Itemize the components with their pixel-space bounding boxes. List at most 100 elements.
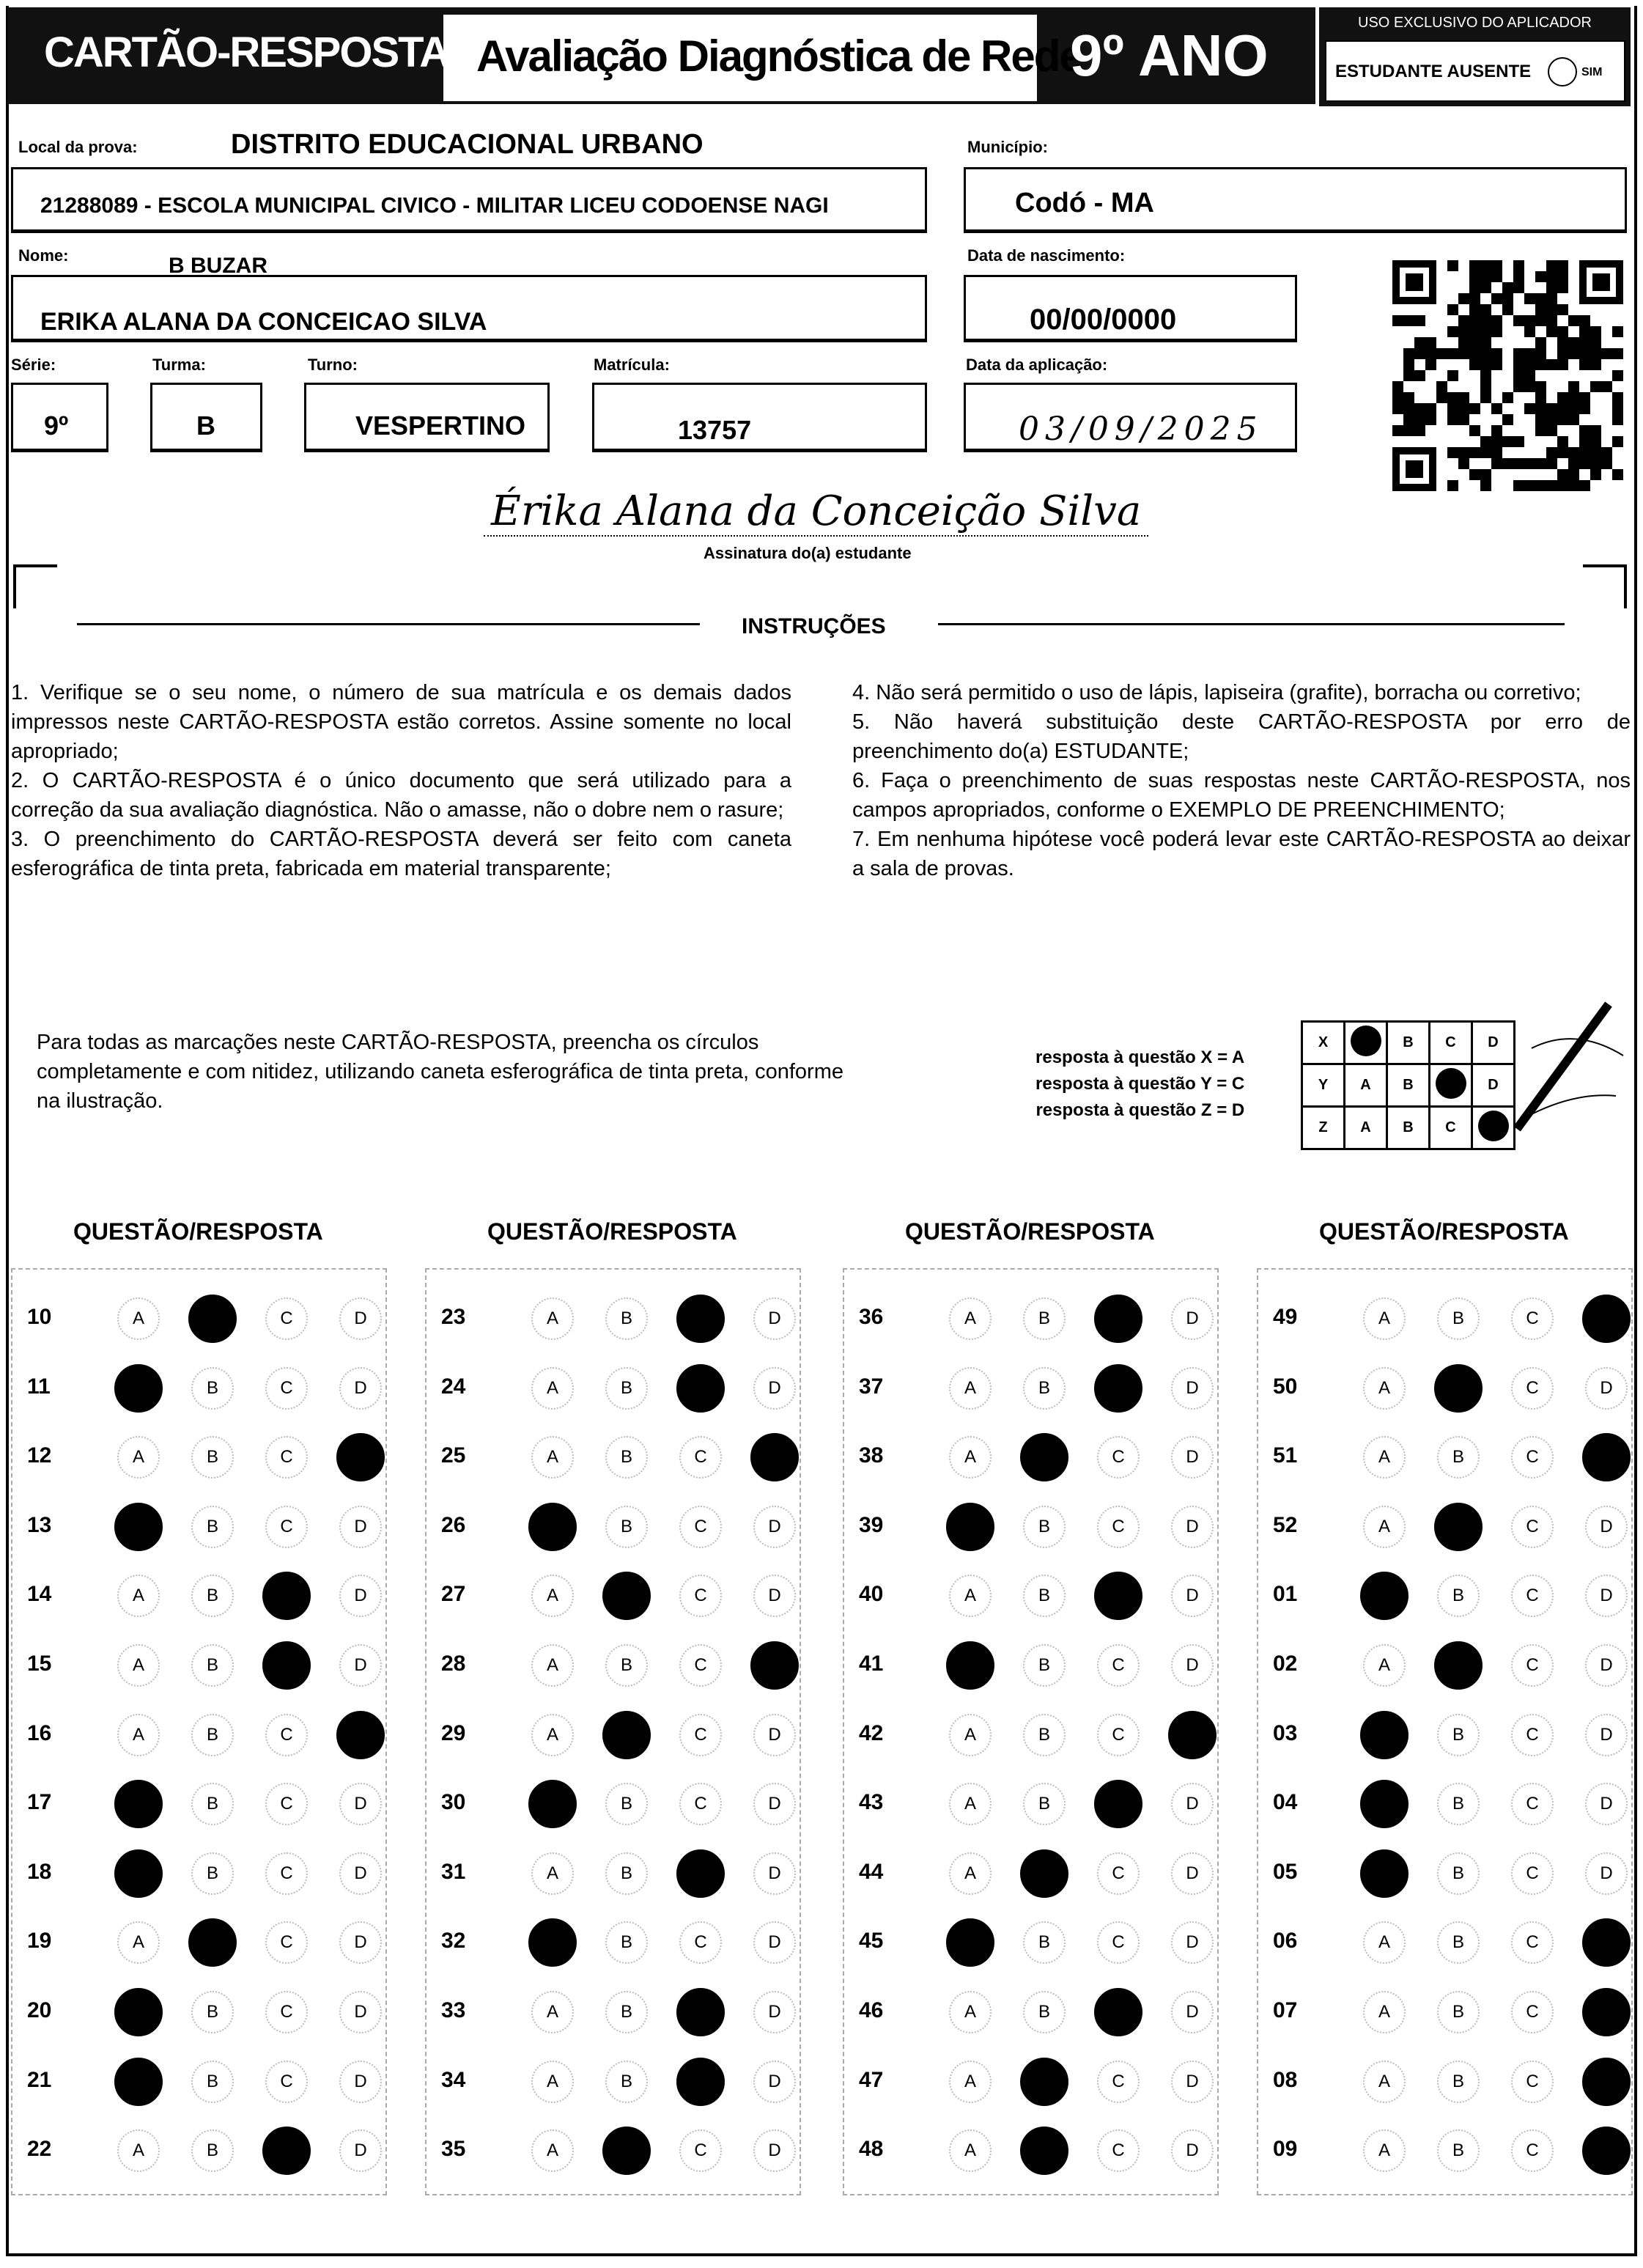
answer-bubble-25-C[interactable]: C [679, 1436, 722, 1479]
answer-bubble-17-D[interactable]: D [339, 1783, 382, 1826]
answer-bubble-16-B[interactable]: B [191, 1713, 234, 1756]
answer-bubble-09-B[interactable]: B [1437, 2129, 1480, 2173]
answer-bubble-26-D[interactable]: D [753, 1505, 796, 1548]
answer-bubble-33-A[interactable]: A [531, 1991, 574, 2033]
answer-bubble-22-A[interactable]: A [117, 2129, 160, 2173]
answer-bubble-17-A-marked[interactable] [114, 1780, 163, 1829]
answer-bubble-38-D[interactable]: D [1171, 1436, 1214, 1479]
answer-bubble-40-A[interactable]: A [949, 1575, 992, 1618]
answer-bubble-30-B[interactable]: B [605, 1783, 648, 1826]
answer-bubble-01-D[interactable]: D [1585, 1575, 1628, 1618]
answer-bubble-08-A[interactable]: A [1363, 2060, 1406, 2103]
answer-bubble-20-B[interactable]: B [191, 1991, 234, 2033]
answer-bubble-16-A[interactable]: A [117, 1713, 160, 1756]
answer-bubble-30-A-marked[interactable] [528, 1780, 577, 1829]
answer-bubble-48-A[interactable]: A [949, 2129, 992, 2173]
answer-bubble-05-B[interactable]: B [1437, 1852, 1480, 1895]
answer-bubble-24-C-marked[interactable] [676, 1363, 725, 1413]
answer-bubble-18-D[interactable]: D [339, 1852, 382, 1895]
answer-bubble-39-B[interactable]: B [1023, 1505, 1066, 1548]
answer-bubble-21-A-marked[interactable] [114, 2057, 163, 2106]
answer-bubble-47-A[interactable]: A [949, 2060, 992, 2103]
answer-bubble-31-C-marked[interactable] [676, 1849, 725, 1898]
answer-bubble-06-D-marked[interactable] [1582, 1918, 1631, 1967]
answer-bubble-33-D[interactable]: D [753, 1991, 796, 2033]
answer-bubble-31-A[interactable]: A [531, 1852, 574, 1895]
answer-bubble-31-D[interactable]: D [753, 1852, 796, 1895]
answer-bubble-25-A[interactable]: A [531, 1436, 574, 1479]
answer-bubble-19-B-marked[interactable] [188, 1918, 237, 1967]
answer-bubble-04-B[interactable]: B [1437, 1783, 1480, 1826]
answer-bubble-51-C[interactable]: C [1511, 1436, 1554, 1479]
answer-bubble-25-D-marked[interactable] [750, 1433, 799, 1482]
answer-bubble-26-A-marked[interactable] [528, 1502, 577, 1551]
answer-bubble-26-C[interactable]: C [679, 1505, 722, 1548]
answer-bubble-50-A[interactable]: A [1363, 1366, 1406, 1410]
answer-bubble-05-D[interactable]: D [1585, 1852, 1628, 1895]
answer-bubble-45-A-marked[interactable] [946, 1918, 994, 1967]
answer-bubble-35-D[interactable]: D [753, 2129, 796, 2173]
answer-bubble-11-B[interactable]: B [191, 1366, 234, 1410]
answer-bubble-44-B-marked[interactable] [1020, 1849, 1068, 1898]
answer-bubble-49-D-marked[interactable] [1582, 1295, 1631, 1343]
answer-bubble-07-B[interactable]: B [1437, 1991, 1480, 2033]
answer-bubble-35-B-marked[interactable] [602, 2127, 651, 2176]
answer-bubble-04-D[interactable]: D [1585, 1783, 1628, 1826]
answer-bubble-14-C-marked[interactable] [262, 1572, 311, 1621]
answer-bubble-20-D[interactable]: D [339, 1991, 382, 2033]
answer-bubble-03-A-marked[interactable] [1360, 1710, 1408, 1759]
answer-bubble-40-B[interactable]: B [1023, 1575, 1066, 1618]
answer-bubble-36-A[interactable]: A [949, 1297, 992, 1340]
answer-bubble-41-C[interactable]: C [1097, 1644, 1140, 1687]
answer-bubble-27-B-marked[interactable] [602, 1572, 651, 1621]
answer-bubble-34-D[interactable]: D [753, 2060, 796, 2103]
answer-bubble-37-D[interactable]: D [1171, 1366, 1214, 1410]
answer-bubble-46-A[interactable]: A [949, 1991, 992, 2033]
answer-bubble-50-C[interactable]: C [1511, 1366, 1554, 1410]
answer-bubble-05-C[interactable]: C [1511, 1852, 1554, 1895]
answer-bubble-29-B-marked[interactable] [602, 1710, 651, 1759]
answer-bubble-08-C[interactable]: C [1511, 2060, 1554, 2103]
answer-bubble-51-A[interactable]: A [1363, 1436, 1406, 1479]
answer-bubble-50-B-marked[interactable] [1434, 1363, 1483, 1413]
answer-bubble-13-C[interactable]: C [265, 1505, 308, 1548]
answer-bubble-33-B[interactable]: B [605, 1991, 648, 2033]
answer-bubble-02-D[interactable]: D [1585, 1644, 1628, 1687]
answer-bubble-13-D[interactable]: D [339, 1505, 382, 1548]
answer-bubble-07-A[interactable]: A [1363, 1991, 1406, 2033]
answer-bubble-16-D-marked[interactable] [336, 1710, 385, 1759]
answer-bubble-30-D[interactable]: D [753, 1783, 796, 1826]
answer-bubble-45-B[interactable]: B [1023, 1921, 1066, 1965]
answer-bubble-47-C[interactable]: C [1097, 2060, 1140, 2103]
answer-bubble-45-D[interactable]: D [1171, 1921, 1214, 1965]
absent-bubble[interactable] [1548, 57, 1577, 86]
answer-bubble-17-B[interactable]: B [191, 1783, 234, 1826]
answer-bubble-10-D[interactable]: D [339, 1297, 382, 1340]
answer-bubble-08-B[interactable]: B [1437, 2060, 1480, 2103]
answer-bubble-28-C[interactable]: C [679, 1644, 722, 1687]
answer-bubble-09-D-marked[interactable] [1582, 2127, 1631, 2176]
answer-bubble-02-C[interactable]: C [1511, 1644, 1554, 1687]
answer-bubble-06-C[interactable]: C [1511, 1921, 1554, 1965]
answer-bubble-31-B[interactable]: B [605, 1852, 648, 1895]
answer-bubble-12-C[interactable]: C [265, 1436, 308, 1479]
answer-bubble-46-B[interactable]: B [1023, 1991, 1066, 2033]
answer-bubble-21-D[interactable]: D [339, 2060, 382, 2103]
answer-bubble-12-B[interactable]: B [191, 1436, 234, 1479]
answer-bubble-11-C[interactable]: C [265, 1366, 308, 1410]
answer-bubble-23-C-marked[interactable] [676, 1295, 725, 1343]
answer-bubble-06-A[interactable]: A [1363, 1921, 1406, 1965]
answer-bubble-23-A[interactable]: A [531, 1297, 574, 1340]
answer-bubble-14-A[interactable]: A [117, 1575, 160, 1618]
answer-bubble-42-C[interactable]: C [1097, 1713, 1140, 1756]
answer-bubble-41-A-marked[interactable] [946, 1641, 994, 1690]
answer-bubble-52-C[interactable]: C [1511, 1505, 1554, 1548]
answer-bubble-24-D[interactable]: D [753, 1366, 796, 1410]
answer-bubble-01-A-marked[interactable] [1360, 1572, 1408, 1621]
answer-bubble-44-C[interactable]: C [1097, 1852, 1140, 1895]
answer-bubble-29-A[interactable]: A [531, 1713, 574, 1756]
answer-bubble-43-D[interactable]: D [1171, 1783, 1214, 1826]
answer-bubble-19-D[interactable]: D [339, 1921, 382, 1965]
answer-bubble-45-C[interactable]: C [1097, 1921, 1140, 1965]
answer-bubble-17-C[interactable]: C [265, 1783, 308, 1826]
